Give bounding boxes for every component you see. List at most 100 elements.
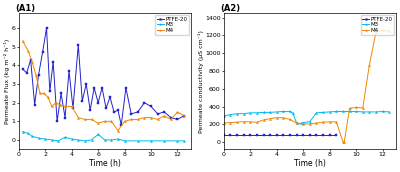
PTFE-20 [51,61,56,63]
M3 [50,139,54,141]
PTFE-20 [100,87,104,89]
M4 [42,92,46,94]
PTFE-20 [70,107,75,109]
PTFE-20 [182,115,186,117]
M4 [334,121,339,123]
M4 [261,119,266,121]
Line: PTFE-20: PTFE-20 [223,135,337,137]
Text: (A2): (A2) [220,4,240,13]
M4 [288,119,292,121]
PTFE-20 [59,92,64,94]
PTFE-20 [155,113,160,115]
M4 [387,30,392,32]
M3 [354,110,358,112]
M3 [288,110,292,112]
M3 [136,140,140,142]
M3 [63,136,68,138]
X-axis label: Time (h): Time (h) [89,159,121,168]
PTFE-20 [168,117,173,119]
M4 [109,120,114,122]
PTFE-20 [92,87,96,89]
M3 [248,112,253,114]
PTFE-20 [288,135,292,137]
M3 [340,110,345,112]
M3 [387,111,392,113]
M4 [26,50,30,52]
Legend: PTFE-20, M3, M4: PTFE-20, M3, M4 [360,15,394,35]
M4 [46,96,50,98]
M4 [268,117,272,120]
M3 [222,115,226,117]
M4 [122,120,127,122]
PTFE-20 [44,27,49,29]
M4 [168,118,173,120]
M4 [162,115,167,117]
M4 [301,123,306,125]
PTFE-20 [48,90,52,93]
M3 [308,121,312,123]
PTFE-20 [116,109,120,111]
M3 [76,139,81,141]
M4 [235,121,240,123]
M4 [347,107,352,109]
Text: (A1): (A1) [15,4,36,13]
M4 [76,117,81,119]
PTFE-20 [334,135,339,137]
PTFE-20 [268,135,272,137]
M4 [30,61,34,63]
M4 [380,29,385,31]
M3 [228,114,233,116]
M3 [149,140,154,142]
M3 [241,113,246,115]
M3 [274,111,279,113]
PTFE-20 [104,107,108,109]
M4 [374,31,378,33]
M3 [20,131,25,133]
M3 [321,111,326,113]
M4 [149,117,154,119]
M4 [136,118,140,120]
PTFE-20 [235,135,240,137]
M3 [175,140,180,142]
M4 [34,74,38,76]
Line: M3: M3 [223,110,390,125]
M4 [20,40,25,42]
M4 [102,120,107,122]
M3 [360,111,365,113]
PTFE-20 [84,83,89,85]
M3 [254,112,259,114]
M4 [182,115,186,117]
M4 [367,64,372,66]
PTFE-20 [321,135,326,137]
PTFE-20 [96,102,100,104]
PTFE-20 [20,68,25,70]
M3 [290,112,295,114]
PTFE-20 [63,117,68,119]
PTFE-20 [241,135,246,137]
PTFE-20 [67,70,72,72]
M4 [342,141,347,143]
Y-axis label: Permeate Flux (kg m⁻² h⁻¹): Permeate Flux (kg m⁻² h⁻¹) [4,39,10,124]
M4 [50,105,54,108]
M3 [182,140,186,142]
M3 [235,113,240,115]
M4 [57,104,62,106]
M3 [82,140,87,142]
PTFE-20 [28,59,33,61]
PTFE-20 [40,51,45,53]
M3 [89,139,94,141]
M4 [360,107,365,109]
M4 [155,118,160,120]
M4 [354,106,358,109]
Line: PTFE-20: PTFE-20 [22,27,185,126]
PTFE-20 [248,135,253,137]
M3 [298,122,303,125]
PTFE-20 [274,135,279,137]
M4 [321,121,326,123]
Legend: PTFE-20, M3, M4: PTFE-20, M3, M4 [155,15,189,35]
M4 [241,121,246,123]
M4 [274,117,279,119]
M4 [69,105,74,108]
PTFE-20 [88,109,92,111]
M3 [26,132,30,135]
